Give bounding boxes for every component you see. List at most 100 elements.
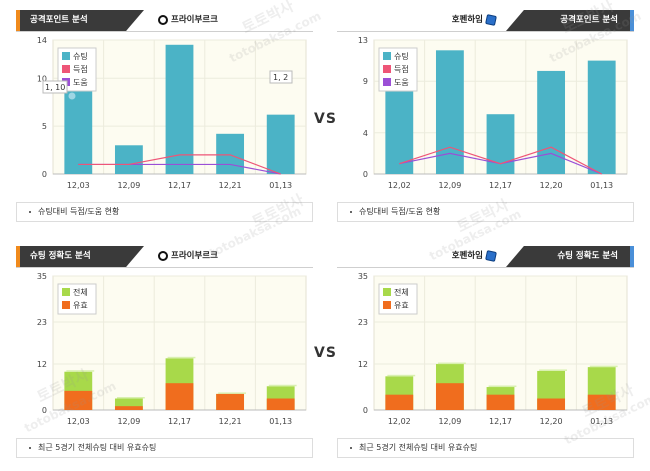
bar-highlight [387, 374, 416, 377]
panel-header: 슈팅 정확도 분석 프라이부르크 [16, 246, 313, 268]
tooltip-box [269, 70, 293, 84]
tooltip-text: 1, 2 [273, 73, 288, 82]
team-name-text: 호펜하임 [451, 251, 483, 261]
shots-bar [114, 145, 143, 174]
legend-label: 득점 [394, 64, 409, 74]
bullet-dot [350, 446, 352, 449]
x-tick-label: 12,20 [540, 181, 563, 190]
on-target-bar [486, 394, 515, 410]
team-name: 호펜하임 [451, 10, 497, 31]
legend-swatch [62, 288, 70, 296]
panel-footer: 슈팅대비 득점/도움 현황 [337, 202, 634, 222]
y-tick-label: 9 [363, 77, 368, 86]
y-tick-label: 13 [358, 36, 368, 45]
y-tick-label: 0 [42, 170, 47, 179]
x-tick-label: 12,02 [388, 181, 411, 190]
y-tick-label: 0 [363, 406, 368, 415]
x-tick-label: 01,13 [590, 181, 613, 190]
y-tick-label: 5 [42, 122, 47, 131]
x-tick-label: 01,13 [590, 417, 613, 426]
legend-swatch [62, 65, 70, 73]
y-tick-label: 10 [37, 74, 47, 83]
legend-label: 전체 [394, 287, 409, 297]
footer-text: 슈팅대비 득점/도움 현황 [38, 207, 120, 216]
on-target-bar [64, 390, 93, 410]
header-rule [16, 31, 313, 32]
x-tick-label: 12,17 [489, 181, 512, 190]
y-tick-label: 12 [358, 360, 368, 369]
attack-chart-home: 0 5 10 14 12,03 12,09 12,17 12,21 01,13 슈팅 득점 도움 1, … [16, 34, 313, 208]
panel-header: 슈팅 정확도 분석 호펜하임 [337, 246, 634, 268]
on-target-bar [216, 393, 245, 410]
panel-header: 공격포인트 분석 프라이부르크 [16, 10, 313, 32]
shots-bar [587, 60, 616, 174]
y-tick-label: 35 [37, 272, 47, 281]
goals-line [78, 154, 281, 175]
attack-panel-home: 공격포인트 분석 프라이부르크 0 5 10 14 12,03 12,09 12,17 12,… [16, 10, 313, 222]
tooltip-marker [68, 92, 76, 100]
on-target-bar [435, 383, 464, 410]
shots-bar [216, 133, 245, 174]
team-name-text: 프라이부르크 [171, 251, 218, 261]
panel-footer: 최근 5경기 전체슈팅 대비 유효슈팅 [337, 438, 634, 458]
y-tick-label: 14 [37, 36, 47, 45]
on-target-bar [114, 406, 143, 410]
shots-bar [64, 78, 93, 174]
team-name: 프라이부르크 [158, 246, 218, 267]
x-tick-label: 12,09 [117, 181, 140, 190]
hoffenheim-crest-icon [485, 249, 497, 262]
y-tick-label: 0 [42, 406, 47, 415]
footer-text: 슈팅대비 득점/도움 현황 [359, 207, 441, 216]
tooltip-text: 1, 10 [45, 83, 65, 92]
bar-highlight [268, 384, 297, 387]
shots-bar [537, 70, 566, 174]
team-name-text: 호펜하임 [451, 15, 483, 25]
shots-bar [486, 114, 515, 174]
panel-tab-title: 슈팅 정확도 분석 [506, 246, 634, 267]
shot-chart-away: 0 12 23 35 12,02 12,09 12,17 12,20 01,13 전체 유효 [337, 270, 634, 444]
legend-label: 유효 [394, 301, 409, 310]
y-tick-label: 23 [37, 318, 47, 327]
header-rule [16, 267, 313, 268]
on-target-bar [537, 398, 566, 410]
shot-panel-home: 슈팅 정확도 분석 프라이부르크 0 12 23 35 12,03 12,09 12,17 1… [16, 246, 313, 458]
legend-swatch [383, 52, 391, 60]
legend-label: 슈팅 [394, 51, 409, 61]
team-name: 호펜하임 [451, 246, 497, 267]
goals-line [399, 146, 602, 175]
shots-bar [165, 44, 194, 175]
team-name-text: 프라이부르크 [171, 15, 218, 25]
x-tick-label: 12,20 [540, 417, 563, 426]
x-tick-label: 01,13 [269, 417, 292, 426]
header-rule [337, 31, 634, 32]
tooltip-box [42, 80, 68, 94]
attack-chart-away: 0 4 9 13 12,02 12,09 12,17 12,20 01,13 슈팅 득점 도움 [337, 34, 634, 208]
on-target-bar [266, 398, 295, 410]
attack-panel-away: 공격포인트 분석 호펜하임 0 4 9 13 12,02 12,09 12,17 12,20 0… [337, 10, 634, 222]
vs-label: VS [314, 345, 337, 361]
shot-chart-home: 0 12 23 35 12,03 12,09 12,17 12,21 01,13 전체 유효 [16, 270, 313, 444]
bullet-dot [29, 446, 31, 449]
x-tick-label: 12,03 [67, 417, 90, 426]
legend-label: 유효 [73, 301, 88, 310]
on-target-bar [385, 394, 414, 410]
x-tick-label: 12,09 [438, 181, 461, 190]
bullet-dot [350, 210, 352, 213]
panel-header: 공격포인트 분석 호펜하임 [337, 10, 634, 32]
footer-text: 최근 5경기 전체슈팅 대비 유효슈팅 [359, 443, 478, 452]
vs-label: VS [314, 111, 337, 127]
bar-highlight [218, 392, 247, 394]
bar-highlight [539, 369, 568, 371]
bar-highlight [488, 385, 517, 388]
legend-swatch [62, 52, 70, 60]
hoffenheim-crest-icon [485, 13, 497, 26]
legend-label: 도움 [73, 78, 88, 87]
panel-tab-title: 공격포인트 분석 [506, 10, 634, 31]
panel-tab-title: 공격포인트 분석 [16, 10, 144, 31]
bar-highlight [66, 370, 95, 372]
panel-footer: 최근 5경기 전체슈팅 대비 유효슈팅 [16, 438, 313, 458]
panel-footer: 슈팅대비 득점/도움 현황 [16, 202, 313, 222]
y-tick-label: 12 [37, 360, 47, 369]
x-tick-label: 12,03 [67, 181, 90, 190]
legend-swatch [62, 301, 70, 309]
